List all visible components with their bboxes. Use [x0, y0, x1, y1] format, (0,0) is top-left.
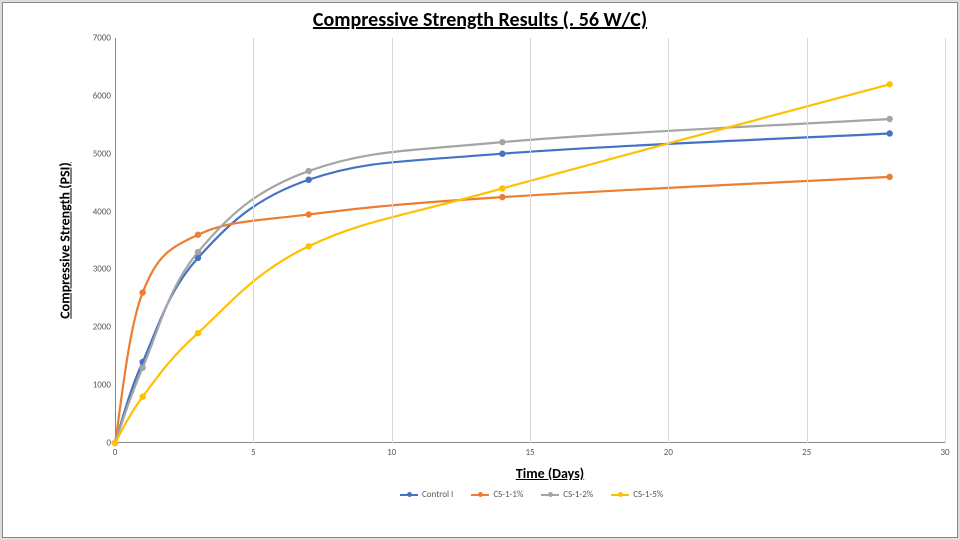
series-marker: [195, 249, 201, 255]
y-tick-label: 6000: [81, 90, 111, 101]
legend-label: CS-1-1%: [493, 489, 523, 500]
gridline-v: [945, 38, 946, 443]
gridline-v: [253, 38, 254, 443]
x-tick-label: 25: [802, 447, 811, 458]
series-marker: [112, 440, 118, 446]
series-marker: [305, 168, 311, 174]
y-tick-label: 2000: [81, 322, 111, 333]
legend-swatch: [611, 494, 629, 496]
chart-title: Compressive Strength Results (. 56 W/C): [0, 8, 960, 32]
y-tick-label: 1000: [81, 380, 111, 391]
legend-swatch: [400, 494, 418, 496]
series-marker: [886, 130, 892, 136]
x-axis-label: Time (Days): [470, 465, 630, 482]
y-axis-label: Compressive Strength (PSI): [57, 130, 74, 350]
series-marker: [886, 116, 892, 122]
x-tick-label: 10: [387, 447, 396, 458]
gridline-v: [530, 38, 531, 443]
x-tick-label: 30: [940, 447, 949, 458]
series-marker: [139, 365, 145, 371]
series-marker: [195, 330, 201, 336]
x-tick-label: 0: [113, 447, 118, 458]
series-line: [115, 119, 890, 443]
plot-area: 0510152025300100020003000400050006000700…: [115, 38, 945, 443]
y-tick-label: 5000: [81, 148, 111, 159]
legend-item: CS-1-1%: [471, 489, 523, 500]
y-tick-label: 7000: [81, 33, 111, 44]
legend: Control I CS-1-1% CS-1-2% CS-1-5%: [400, 489, 663, 500]
legend-item: Control I: [400, 489, 453, 500]
y-tick-label: 4000: [81, 206, 111, 217]
gridline-v: [807, 38, 808, 443]
x-tick-label: 5: [251, 447, 256, 458]
legend-label: CS-1-5%: [633, 489, 663, 500]
x-tick-label: 15: [525, 447, 534, 458]
series-marker: [499, 194, 505, 200]
series-marker: [499, 185, 505, 191]
x-tick-label: 20: [664, 447, 673, 458]
y-tick-label: 0: [81, 438, 111, 449]
legend-item: CS-1-2%: [541, 489, 593, 500]
series-marker: [886, 174, 892, 180]
series-marker: [305, 177, 311, 183]
series-marker: [499, 139, 505, 145]
legend-label: CS-1-2%: [563, 489, 593, 500]
legend-item: CS-1-5%: [611, 489, 663, 500]
series-marker: [886, 81, 892, 87]
series-marker: [305, 211, 311, 217]
series-marker: [195, 232, 201, 238]
series-marker: [139, 394, 145, 400]
gridline-v: [392, 38, 393, 443]
series-marker: [499, 151, 505, 157]
series-marker: [139, 289, 145, 295]
legend-swatch: [471, 494, 489, 496]
legend-swatch: [541, 494, 559, 496]
gridline-v: [668, 38, 669, 443]
series-line: [115, 133, 890, 443]
y-tick-label: 3000: [81, 264, 111, 275]
legend-label: Control I: [422, 489, 453, 500]
series-marker: [305, 243, 311, 249]
